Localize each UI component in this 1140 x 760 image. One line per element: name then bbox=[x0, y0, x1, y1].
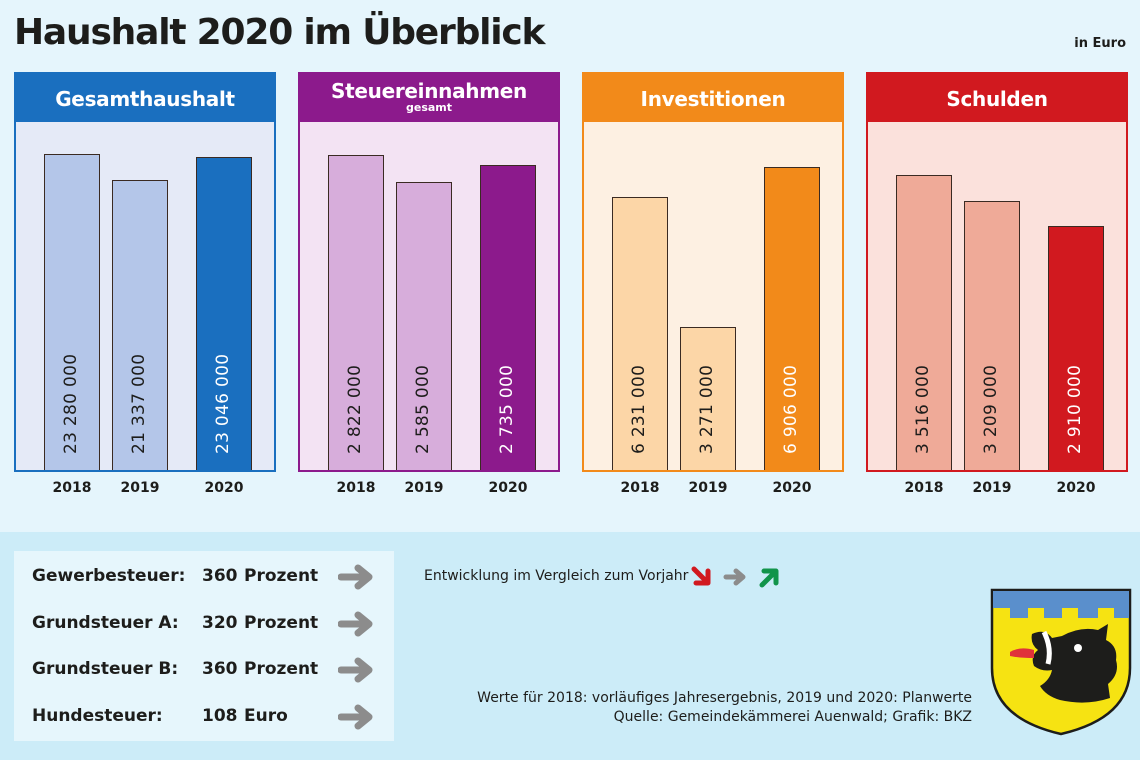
trend-legend-icons bbox=[690, 565, 785, 593]
bar-2018: 2 822 000 bbox=[328, 155, 384, 470]
tax-row: Hundesteuer: 108 Euro bbox=[32, 704, 382, 730]
bar-2020: 2 735 000 bbox=[480, 165, 536, 470]
tax-unit: Prozent bbox=[244, 566, 319, 586]
tax-name: Grundsteuer B: bbox=[32, 659, 179, 679]
bar-value-label: 2 735 000 bbox=[497, 364, 517, 454]
page-title: Haushalt 2020 im Überblick bbox=[14, 12, 546, 53]
bar-2019: 3 271 000 bbox=[680, 327, 736, 470]
x-tick-label: 2019 bbox=[688, 480, 728, 496]
tax-name: Gewerbesteuer: bbox=[32, 566, 186, 586]
x-tick-label: 2020 bbox=[204, 480, 244, 496]
chart-title: Investitionen bbox=[584, 74, 842, 122]
x-tick-label: 2018 bbox=[52, 480, 92, 496]
coat-of-arms-logo bbox=[990, 588, 1132, 740]
tax-rates-box: Gewerbesteuer: 360 Prozent Grundsteuer A… bbox=[14, 551, 394, 741]
tax-unit: Prozent bbox=[244, 613, 319, 633]
tax-name: Hundesteuer: bbox=[32, 706, 163, 726]
chart-title: Schulden bbox=[868, 74, 1126, 122]
x-tick-label: 2019 bbox=[404, 480, 444, 496]
chart-title: Steuereinnahmen gesamt bbox=[300, 74, 558, 122]
bar-value-label: 6 906 000 bbox=[781, 364, 801, 454]
arrow-up-right-icon bbox=[759, 568, 779, 588]
bar-value-label: 3 209 000 bbox=[981, 364, 1001, 454]
plot-area: 6 231 000 3 271 000 6 906 000 bbox=[584, 122, 842, 470]
bar-value-label: 2 585 000 bbox=[413, 364, 433, 454]
bar-2019: 2 585 000 bbox=[396, 182, 452, 470]
plot-area: 3 516 000 3 209 000 2 910 000 bbox=[868, 122, 1126, 470]
tax-name: Grundsteuer A: bbox=[32, 613, 179, 633]
arrow-right-icon bbox=[337, 564, 376, 595]
chart-panel-schulden: Schulden 3 516 000 3 209 000 2 910 000 bbox=[866, 72, 1128, 472]
x-tick-label: 2019 bbox=[972, 480, 1012, 496]
unit-label: in Euro bbox=[1074, 36, 1126, 51]
arrow-right-icon bbox=[337, 657, 376, 688]
tax-row: Gewerbesteuer: 360 Prozent bbox=[32, 564, 382, 590]
bar-value-label: 3 516 000 bbox=[913, 364, 933, 454]
tax-value: 360 bbox=[202, 659, 238, 679]
bar-value-label: 2 910 000 bbox=[1065, 364, 1085, 454]
footnote: Werte für 2018: vorläufiges Jahresergebn… bbox=[477, 689, 972, 727]
arrow-right-icon bbox=[337, 704, 376, 735]
x-tick-label: 2019 bbox=[120, 480, 160, 496]
chart-title: Gesamthaushalt bbox=[16, 74, 274, 122]
bar-2020: 6 906 000 bbox=[764, 167, 820, 470]
chart-panel-gesamthaushalt: Gesamthaushalt 23 280 000 21 337 000 23 046… bbox=[14, 72, 276, 472]
bar-2020: 2 910 000 bbox=[1048, 226, 1104, 470]
footnote-source: Quelle: Gemeindekämmerei Auenwald; Grafi… bbox=[613, 709, 972, 725]
tax-value: 320 bbox=[202, 613, 238, 633]
bar-value-label: 3 271 000 bbox=[697, 364, 717, 454]
arrow-down-right-icon bbox=[691, 566, 711, 586]
chart-title-text: Schulden bbox=[946, 87, 1048, 111]
arrow-right-icon bbox=[723, 568, 746, 586]
chart-title-text: Gesamthaushalt bbox=[55, 87, 235, 111]
x-tick-label: 2018 bbox=[336, 480, 376, 496]
tax-unit: Prozent bbox=[244, 659, 319, 679]
trend-legend-text: Entwicklung im Vergleich zum Vorjahr bbox=[424, 568, 689, 584]
tax-value: 360 bbox=[202, 566, 238, 586]
bar-value-label: 2 822 000 bbox=[345, 364, 365, 454]
tax-value: 108 bbox=[202, 706, 238, 726]
chart-title-text: Investitionen bbox=[640, 87, 786, 111]
bar-value-label: 23 046 000 bbox=[213, 353, 233, 454]
x-tick-label: 2018 bbox=[904, 480, 944, 496]
plot-area: 2 822 000 2 585 000 2 735 000 bbox=[300, 122, 558, 470]
x-tick-label: 2020 bbox=[772, 480, 812, 496]
chart-title-text: Steuereinnahmen bbox=[331, 79, 527, 103]
bar-2019: 3 209 000 bbox=[964, 201, 1020, 470]
bar-value-label: 23 280 000 bbox=[61, 353, 81, 454]
chart-subtitle: gesamt bbox=[405, 101, 453, 114]
bar-value-label: 21 337 000 bbox=[129, 353, 149, 454]
arrow-right-icon bbox=[337, 611, 376, 642]
bar-2019: 21 337 000 bbox=[112, 180, 168, 470]
x-tick-label: 2020 bbox=[1056, 480, 1096, 496]
bar-2018: 23 280 000 bbox=[44, 154, 100, 470]
tax-unit: Euro bbox=[244, 706, 288, 726]
x-tick-label: 2020 bbox=[488, 480, 528, 496]
tax-row: Grundsteuer B: 360 Prozent bbox=[32, 657, 382, 683]
x-tick-label: 2018 bbox=[620, 480, 660, 496]
bar-2018: 3 516 000 bbox=[896, 175, 952, 470]
bar-value-label: 6 231 000 bbox=[629, 364, 649, 454]
footnote-values: Werte für 2018: vorläufiges Jahresergebn… bbox=[477, 690, 972, 706]
plot-area: 23 280 000 21 337 000 23 046 000 bbox=[16, 122, 274, 470]
chart-panel-investitionen: Investitionen 6 231 000 3 271 000 6 906 000 bbox=[582, 72, 844, 472]
bar-2020: 23 046 000 bbox=[196, 157, 252, 470]
chart-panel-steuereinnahmen: Steuereinnahmen gesamt 2 822 000 2 585 000 2… bbox=[298, 72, 560, 472]
tax-row: Grundsteuer A: 320 Prozent bbox=[32, 611, 382, 637]
bar-2018: 6 231 000 bbox=[612, 197, 668, 470]
